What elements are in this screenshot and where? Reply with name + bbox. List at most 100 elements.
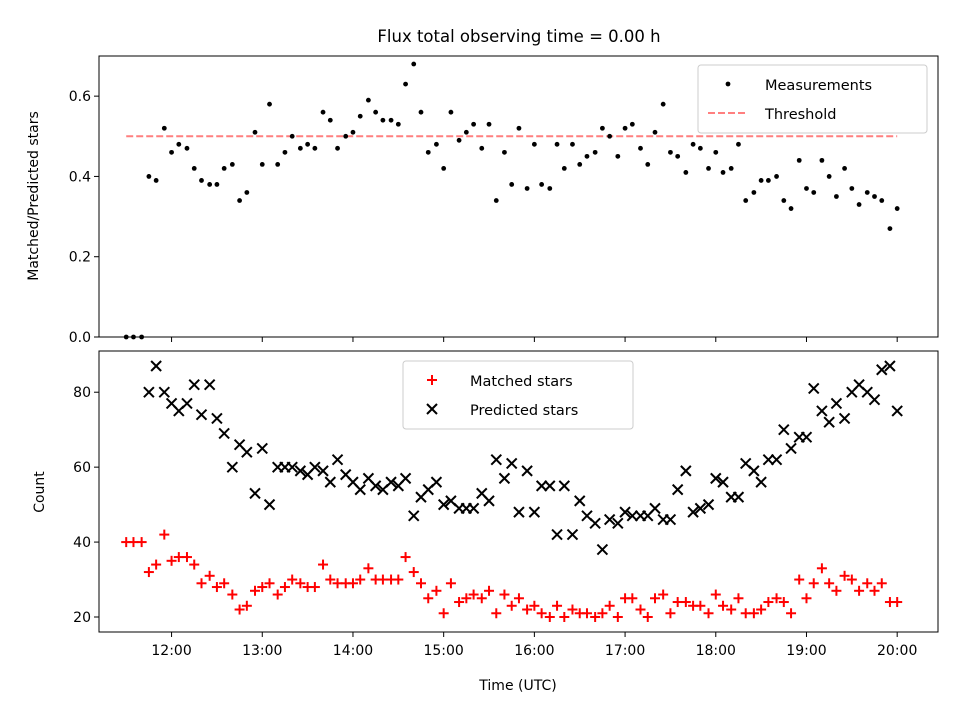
measurement-point — [259, 161, 265, 167]
measurement-point — [683, 170, 689, 175]
matched-star-point — [748, 608, 759, 619]
matched-star-point — [559, 612, 570, 623]
matched-star-point — [733, 593, 744, 604]
measurement-point — [441, 166, 447, 171]
measurement-point — [842, 166, 847, 171]
measurement-point — [343, 133, 349, 139]
predicted-star-stroke — [445, 495, 457, 507]
bottom-xtick-label: 17:00 — [605, 643, 645, 659]
predicted-star-point — [891, 405, 903, 417]
matched-star-point — [272, 589, 283, 600]
predicted-star-stroke — [347, 476, 359, 488]
predicted-star-point — [687, 506, 699, 518]
predicted-star-stroke — [286, 461, 298, 473]
predicted-star-stroke — [233, 438, 246, 451]
predicted-star-point — [748, 465, 760, 477]
predicted-star-stroke — [226, 461, 239, 473]
matched-star-point — [219, 578, 230, 589]
matched-star-point — [876, 578, 887, 589]
predicted-star-point — [755, 476, 767, 488]
measurement-point — [796, 157, 802, 163]
chart-title: Flux total observing time = 0.00 h — [377, 27, 660, 46]
predicted-star-stroke — [241, 446, 253, 458]
top-x-ticks — [171, 337, 898, 342]
predicted-star-stroke — [626, 510, 639, 522]
legend-matched-marker — [427, 375, 437, 385]
matched-star-point — [771, 593, 782, 604]
predicted-star-point — [671, 483, 684, 496]
predicted-star-stroke — [309, 461, 321, 473]
predicted-star-point — [490, 453, 502, 466]
measurement-point — [176, 141, 182, 147]
predicted-star-stroke — [181, 397, 193, 410]
predicted-star-point — [838, 412, 851, 425]
matched-star-point — [325, 574, 336, 585]
predicted-star-point — [823, 416, 835, 428]
measurement-point — [380, 117, 386, 123]
predicted-star-stroke — [263, 498, 276, 511]
matched-star-point — [408, 567, 419, 578]
measurement-point — [139, 334, 145, 340]
matched-star-point — [650, 593, 661, 604]
matched-star-point — [854, 585, 865, 596]
predicted-star-point — [664, 513, 677, 526]
bottom-ytick-label: 20 — [73, 610, 91, 626]
top-legend-box — [697, 64, 928, 134]
predicted-star-stroke — [808, 382, 820, 395]
matched-star-point — [763, 597, 774, 608]
measurement-point — [690, 141, 696, 147]
bottom-ytick-label: 80 — [73, 385, 91, 401]
matched-star-point — [476, 593, 487, 604]
predicted-star-point — [574, 495, 586, 507]
measurement-point — [826, 174, 832, 179]
measurement-point — [486, 121, 492, 127]
measurement-point — [660, 101, 666, 107]
matched-star-point — [846, 574, 857, 585]
measurement-point — [418, 109, 424, 115]
predicted-star-point — [195, 408, 208, 421]
measurement-point — [834, 194, 839, 199]
measurement-point — [849, 186, 855, 191]
matched-star-point — [536, 608, 547, 619]
predicted-star-point — [437, 498, 450, 511]
measurement-point — [244, 190, 250, 195]
measurement-point — [864, 190, 870, 195]
matched-star-point — [309, 582, 320, 593]
bottom-y-axis-label: Count — [32, 471, 48, 513]
predicted-star-stroke — [785, 442, 797, 455]
predicted-star-stroke — [649, 502, 661, 515]
predicted-star-stroke — [755, 476, 767, 488]
predicted-star-point — [143, 386, 155, 398]
predicted-star-stroke — [551, 528, 563, 541]
predicted-star-stroke — [710, 472, 722, 485]
predicted-star-point — [483, 495, 495, 507]
matched-star-point — [355, 574, 366, 585]
predicted-star-stroke — [702, 498, 715, 511]
predicted-star-point — [324, 476, 336, 488]
measurement-point — [403, 81, 408, 87]
measurement-point — [539, 182, 545, 187]
predicted-star-point — [785, 442, 797, 455]
matched-star-point — [499, 589, 510, 600]
matched-star-point — [393, 574, 404, 585]
predicted-star-stroke — [467, 502, 480, 515]
matched-star-point — [241, 600, 252, 611]
matched-star-point — [680, 597, 691, 608]
predicted-star-stroke — [331, 453, 344, 466]
predicted-star-stroke — [158, 386, 171, 398]
predicted-star-stroke — [838, 412, 851, 425]
predicted-star-point — [158, 386, 171, 398]
predicted-star-point — [211, 412, 223, 425]
predicted-star-point — [884, 360, 896, 372]
predicted-star-stroke — [498, 472, 511, 485]
predicted-star-point — [263, 498, 276, 511]
matched-star-point — [363, 563, 374, 574]
matched-star-point — [612, 612, 623, 623]
measurement-point — [365, 97, 371, 103]
predicted-star-point — [762, 453, 775, 466]
measurement-point — [675, 153, 681, 159]
predicted-star-stroke — [861, 386, 873, 398]
matched-star-point — [658, 589, 669, 600]
predicted-star-point — [218, 427, 230, 440]
